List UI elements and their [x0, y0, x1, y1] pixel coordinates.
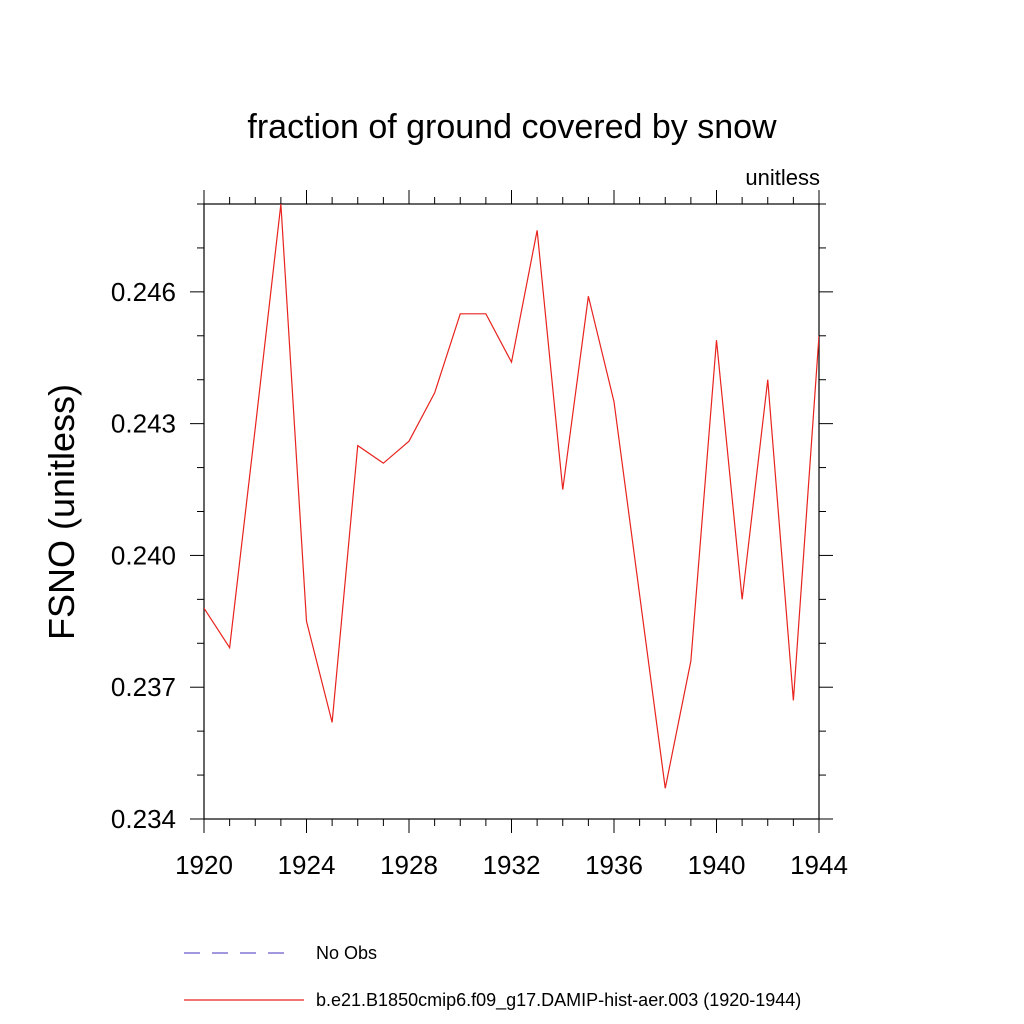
x-tick-label: 1932 [483, 850, 541, 880]
y-tick-label: 0.243 [111, 409, 176, 439]
series-line-0 [204, 204, 819, 789]
legend-label-series: b.e21.B1850cmip6.f09_g17.DAMIP-hist-aer.… [316, 990, 801, 1011]
x-tick-label: 1920 [175, 850, 233, 880]
plot-frame [203, 203, 820, 820]
y-axis-label: FSNO (unitless) [41, 384, 82, 640]
x-tick-label: 1928 [380, 850, 438, 880]
legend-label-no-obs: No Obs [316, 943, 377, 963]
x-tick-label: 1940 [688, 850, 746, 880]
x-tick-label: 1936 [585, 850, 643, 880]
legend: No Obs b.e21.B1850cmip6.f09_g17.DAMIP-hi… [184, 943, 801, 1011]
y-tick-label: 0.237 [111, 672, 176, 702]
series-layer [204, 204, 819, 789]
units-label: unitless [745, 165, 820, 190]
chart-title: fraction of ground covered by snow [247, 108, 777, 146]
y-tick-label: 0.240 [111, 540, 176, 570]
y-tick-label: 0.246 [111, 277, 176, 307]
x-tick-label: 1924 [278, 850, 336, 880]
y-axis-ticks: 0.234 0.237 0.240 0.243 0.246 [111, 203, 833, 834]
x-tick-label: 1944 [790, 850, 848, 880]
y-tick-label: 0.234 [111, 804, 176, 834]
x-axis-ticks: 1920 1924 1928 1932 1936 1940 1944 [175, 190, 848, 880]
